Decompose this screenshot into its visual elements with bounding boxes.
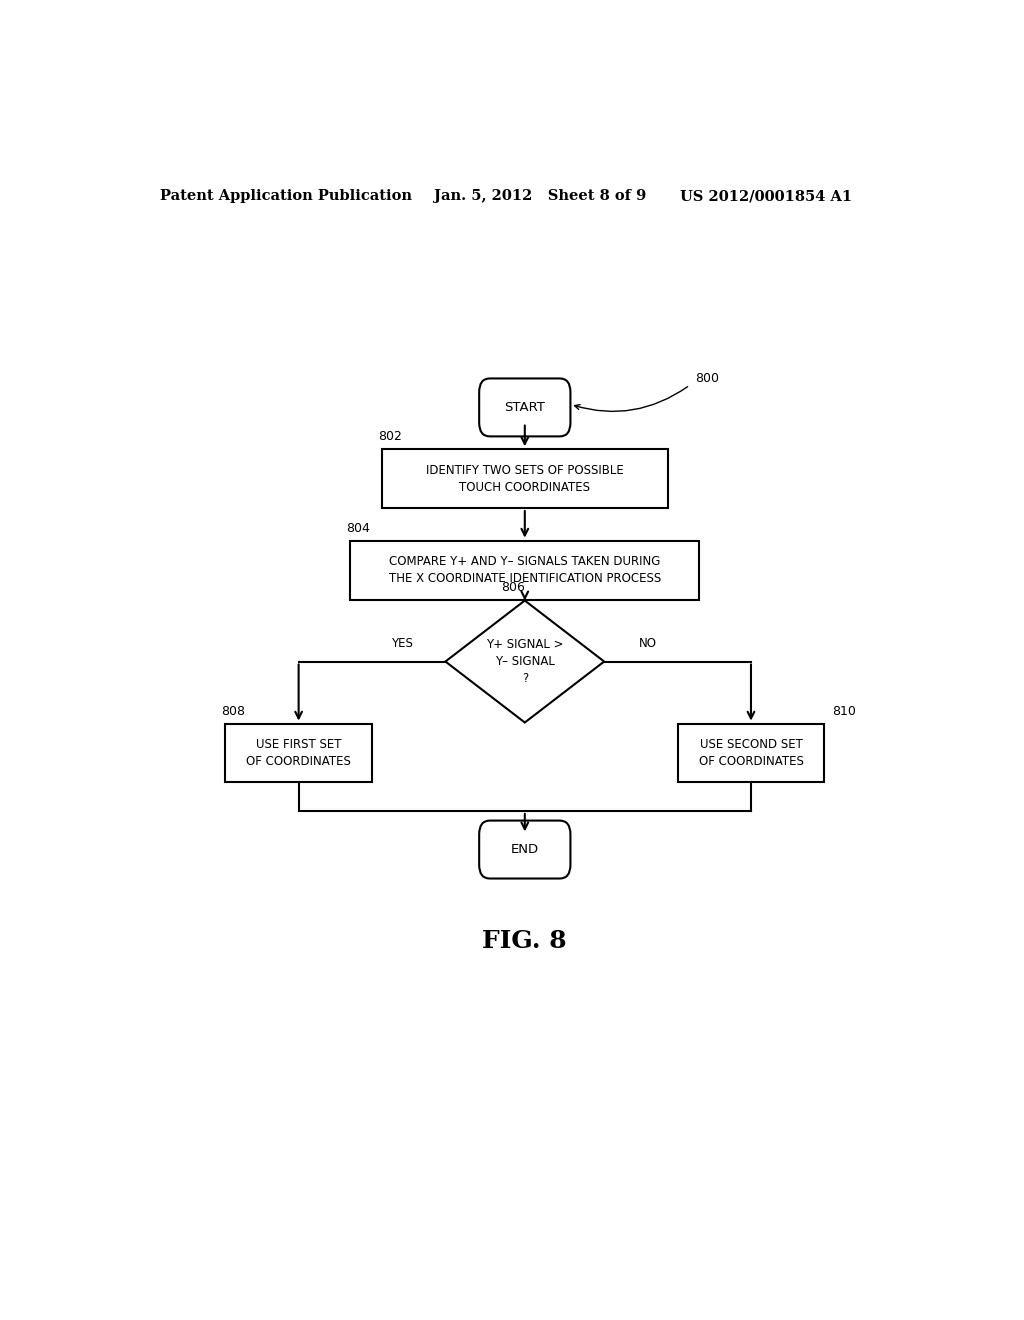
Text: IDENTIFY TWO SETS OF POSSIBLE
TOUCH COORDINATES: IDENTIFY TWO SETS OF POSSIBLE TOUCH COOR…: [426, 463, 624, 494]
Polygon shape: [445, 601, 604, 722]
Bar: [225, 723, 372, 783]
Bar: [350, 541, 699, 599]
Text: START: START: [505, 401, 545, 414]
Text: USE FIRST SET
OF COORDINATES: USE FIRST SET OF COORDINATES: [246, 738, 351, 768]
Text: END: END: [511, 843, 539, 857]
Text: 802: 802: [378, 430, 401, 444]
Text: 806: 806: [501, 581, 525, 594]
Text: COMPARE Y+ AND Y– SIGNALS TAKEN DURING
THE X COORDINATE IDENTIFICATION PROCESS: COMPARE Y+ AND Y– SIGNALS TAKEN DURING T…: [389, 554, 660, 585]
Text: Y+ SIGNAL >
Y– SIGNAL
?: Y+ SIGNAL > Y– SIGNAL ?: [486, 638, 563, 685]
Text: 808: 808: [221, 705, 246, 718]
Text: 804: 804: [346, 521, 370, 535]
Text: Patent Application Publication: Patent Application Publication: [160, 189, 412, 203]
FancyBboxPatch shape: [479, 821, 570, 879]
Text: Jan. 5, 2012   Sheet 8 of 9: Jan. 5, 2012 Sheet 8 of 9: [433, 189, 646, 203]
Text: NO: NO: [639, 636, 656, 649]
Text: 800: 800: [695, 372, 720, 385]
Text: USE SECOND SET
OF COORDINATES: USE SECOND SET OF COORDINATES: [698, 738, 804, 768]
Bar: [382, 449, 668, 508]
FancyBboxPatch shape: [479, 379, 570, 437]
Bar: [678, 723, 824, 783]
Text: FIG. 8: FIG. 8: [482, 929, 567, 953]
Text: YES: YES: [391, 636, 413, 649]
Text: US 2012/0001854 A1: US 2012/0001854 A1: [680, 189, 852, 203]
Text: 810: 810: [833, 705, 856, 718]
